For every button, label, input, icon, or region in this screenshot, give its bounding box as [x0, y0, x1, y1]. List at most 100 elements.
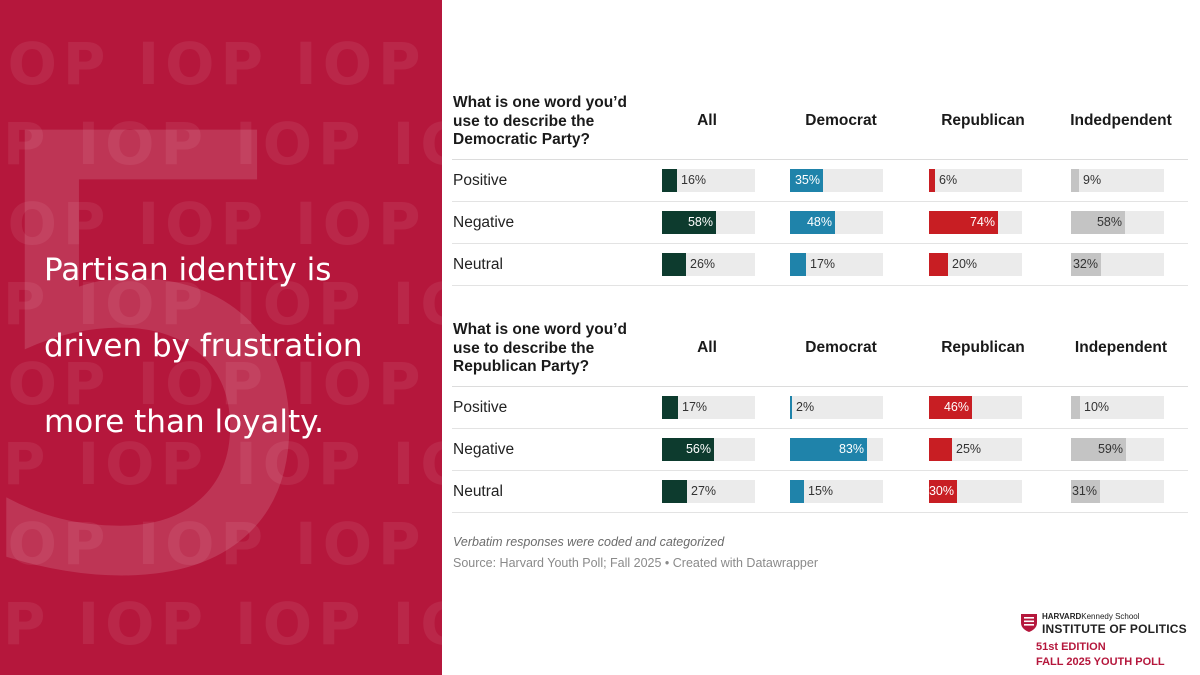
- bar-track: 30%: [929, 480, 1022, 503]
- iop-logo: HARVARDKennedy School INSTITUTE OF POLIT…: [1020, 611, 1190, 671]
- column-header-independent: Indedpendent: [1070, 112, 1172, 129]
- column-header-republican: Republican: [941, 112, 1025, 129]
- watermark-row: IOP IOP IOP IOP IOP IOP: [0, 510, 442, 578]
- bar-track: 15%: [790, 480, 883, 503]
- bar-value-label: 46%: [943, 400, 969, 414]
- bar-track: 25%: [929, 438, 1022, 461]
- bar-track: 26%: [662, 253, 755, 276]
- watermark-row: IOP IOP IOP IOP IOP IOP: [0, 270, 442, 338]
- headline: Partisan identity is driven by frustrati…: [44, 232, 424, 460]
- bar-democrat: [790, 396, 792, 419]
- harvard-shield-icon: [1021, 614, 1037, 632]
- bar-democrat: [790, 438, 867, 461]
- bar-value-label: 2%: [796, 400, 815, 414]
- bar-independent: [1071, 396, 1080, 419]
- bar-independent: [1071, 169, 1079, 192]
- bar-value-label: 15%: [808, 484, 834, 498]
- bar-track: 2%: [790, 396, 883, 419]
- bar-track: 59%: [1071, 438, 1164, 461]
- bar-track: 17%: [662, 396, 755, 419]
- question-line: use to describe the: [453, 339, 595, 357]
- table-row: Neutral 26% 17% 20% 32%: [452, 244, 1188, 286]
- table-row: Positive 17% 2% 46% 10%: [452, 387, 1188, 429]
- democratic-party-table: What is one word you’d use to describe th…: [452, 94, 1188, 286]
- bar-value-label: 26%: [690, 257, 716, 271]
- bar-democrat: [790, 480, 804, 503]
- row-label: Positive: [453, 172, 508, 189]
- table-row: Positive 16% 35% 6% 9%: [452, 160, 1188, 202]
- bar-republican: [929, 211, 998, 234]
- bar-track: 6%: [929, 169, 1022, 192]
- row-label: Neutral: [453, 483, 503, 500]
- bar-value-label: 35%: [794, 173, 820, 187]
- iop-watermark: IOP IOP IOP IOP IOP IOP IOP IOP IOP IOP I…: [0, 0, 442, 675]
- bar-track: 83%: [790, 438, 883, 461]
- question-line: use to describe the: [453, 112, 595, 130]
- bar-democrat: [790, 211, 835, 234]
- bar-value-label: 32%: [1072, 257, 1098, 271]
- bar-republican: [929, 438, 952, 461]
- bar-value-label: 16%: [681, 173, 707, 187]
- bar-track: 35%: [790, 169, 883, 192]
- bar-track: 20%: [929, 253, 1022, 276]
- poll-label: FALL 2025 YOUTH POLL: [1036, 656, 1165, 668]
- bar-democrat: [790, 169, 823, 192]
- bar-all: [662, 169, 677, 192]
- bar-independent: [1071, 480, 1100, 503]
- watermark-row: IOP IOP IOP IOP IOP IOP: [0, 30, 442, 98]
- table-header: What is one word you’d use to describe th…: [452, 321, 1188, 387]
- watermark-row: IOP IOP IOP IOP IOP IOP: [0, 590, 442, 658]
- bar-value-label: 48%: [806, 215, 832, 229]
- bar-value-label: 56%: [685, 442, 711, 456]
- big-number-five: 5: [0, 10, 342, 675]
- bar-track: 16%: [662, 169, 755, 192]
- footnote: Verbatim responses were coded and catego…: [453, 535, 725, 549]
- source-note: Source: Harvard Youth Poll; Fall 2025 • …: [453, 556, 818, 570]
- headline-line-3: more than loyalty.: [44, 404, 324, 440]
- row-label: Neutral: [453, 256, 503, 273]
- column-header-democrat: Democrat: [805, 112, 877, 129]
- table-row: Negative 58% 48% 74% 58%: [452, 202, 1188, 244]
- bar-democrat: [790, 253, 806, 276]
- bar-track: 27%: [662, 480, 755, 503]
- bar-value-label: 17%: [810, 257, 836, 271]
- column-header-all: All: [697, 339, 717, 356]
- table-row: Negative 56% 83% 25% 59%: [452, 429, 1188, 471]
- bar-value-label: 6%: [939, 173, 958, 187]
- question-line: Republican Party?: [453, 358, 590, 375]
- bar-value-label: 31%: [1071, 484, 1097, 498]
- question-text: What is one word you’d use to describe th…: [453, 321, 643, 377]
- bar-track: 74%: [929, 211, 1022, 234]
- question-text: What is one word you’d use to describe th…: [453, 94, 643, 150]
- table-row: Neutral 27% 15% 30% 31%: [452, 471, 1188, 513]
- republican-party-table: What is one word you’d use to describe th…: [452, 321, 1188, 513]
- question-line: Democratic Party?: [453, 131, 590, 148]
- column-header-all: All: [697, 112, 717, 129]
- watermark-row: IOP IOP IOP IOP IOP IOP: [0, 430, 442, 498]
- bar-track: 31%: [1071, 480, 1164, 503]
- bar-value-label: 20%: [952, 257, 978, 271]
- bar-all: [662, 396, 678, 419]
- table-header: What is one word you’d use to describe th…: [452, 94, 1188, 160]
- row-label: Negative: [453, 441, 515, 458]
- bar-track: 17%: [790, 253, 883, 276]
- bar-value-label: 74%: [969, 215, 995, 229]
- bar-value-label: 59%: [1097, 442, 1123, 456]
- bar-value-label: 9%: [1083, 173, 1102, 187]
- bar-track: 58%: [662, 211, 755, 234]
- bar-all: [662, 438, 714, 461]
- edition-label: 51st EDITION: [1036, 641, 1106, 653]
- bar-track: 9%: [1071, 169, 1164, 192]
- row-label: Negative: [453, 214, 515, 231]
- watermark-row: IOP IOP IOP IOP IOP IOP: [0, 110, 442, 178]
- row-label: Positive: [453, 399, 508, 416]
- bar-independent: [1071, 438, 1126, 461]
- bar-republican: [929, 253, 948, 276]
- bar-value-label: 83%: [838, 442, 864, 456]
- question-line: What is one word you’d: [453, 321, 627, 338]
- column-header-independent: Independent: [1074, 339, 1168, 356]
- bar-value-label: 30%: [928, 484, 954, 498]
- watermark-row: IOP IOP IOP IOP IOP IOP: [0, 190, 442, 258]
- question-line: What is one word you’d: [453, 94, 627, 111]
- bar-track: 46%: [929, 396, 1022, 419]
